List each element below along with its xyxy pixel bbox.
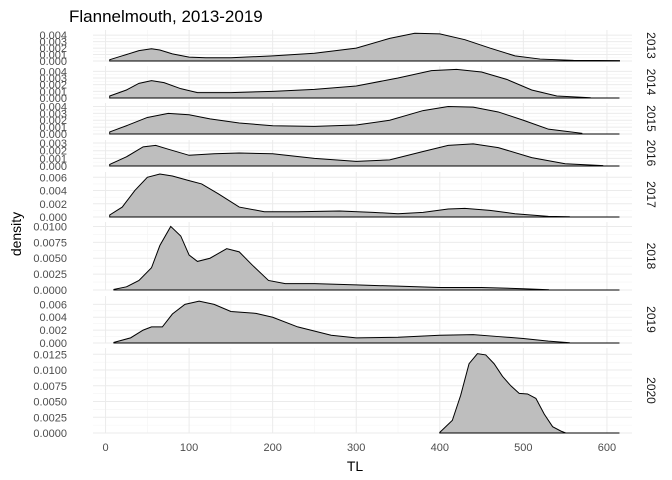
facet-panel-2020: 0.0000 0.0025 0.0050 0.0075 0.0100 0.0125 2020 (33, 348, 658, 440)
y-tick-label: 0.000 (39, 212, 67, 224)
y-tick-label: 0.000 (39, 129, 67, 141)
y-tick-label: 0.004 (39, 30, 67, 42)
density-area-2014 (109, 68, 591, 99)
y-tick-label: 0.001 (39, 122, 67, 134)
y-tick-label: 0.002 (39, 43, 67, 55)
y-tick-label: 0.003 (39, 138, 67, 150)
y-tick-label: 0.003 (39, 37, 67, 49)
y-tick-label: 0.0050 (33, 397, 67, 409)
y-tick-label: 0.0075 (33, 237, 67, 249)
x-axis-ticks: 0 100 200 300 400 500 600 (102, 442, 616, 454)
y-tick-label: 0.001 (39, 50, 67, 62)
y-tick-label: 0.004 (39, 186, 67, 198)
facet-strip-label: 2013 (644, 32, 658, 59)
facet-strip-label: 2020 (644, 377, 658, 404)
y-tick-label: 0.002 (39, 199, 67, 211)
facet-strip-label: 2018 (644, 243, 658, 270)
y-tick-label: 0.0025 (33, 269, 67, 281)
chart-title: Flannelmouth, 2013-2019 (69, 7, 263, 26)
x-tick-label: 200 (263, 442, 281, 454)
y-tick-label: 0.0125 (33, 349, 67, 361)
y-tick-label: 0.004 (39, 312, 67, 324)
density-area-2020 (439, 353, 566, 434)
y-tick-label: 0.004 (39, 101, 67, 113)
y-tick-label: 0.000 (39, 56, 67, 68)
x-tick-label: 500 (514, 442, 532, 454)
y-tick-label: 0.001 (39, 86, 67, 98)
density-area-2016 (109, 143, 604, 167)
y-tick-label: 0.0025 (33, 412, 67, 424)
y-tick-label: 0.006 (39, 172, 67, 184)
y-tick-label: 0.006 (39, 299, 67, 311)
x-tick-label: 100 (180, 442, 198, 454)
facet-panel-2018: 0.0000 0.0025 0.0050 0.0075 0.0100 2018 (33, 221, 657, 297)
y-tick-label: 0.000 (39, 93, 67, 105)
facet-strip-label: 2016 (644, 140, 658, 167)
y-tick-label: 0.004 (39, 66, 67, 78)
y-tick-label: 0.002 (39, 80, 67, 92)
density-area-2013 (109, 32, 620, 62)
y-tick-label: 0.0100 (33, 365, 67, 377)
facet-strip-label: 2015 (644, 105, 658, 132)
y-tick-label: 0.000 (39, 338, 67, 350)
x-tick-label: 0 (102, 442, 108, 454)
x-tick-label: 300 (347, 442, 365, 454)
density-area-2019 (113, 300, 570, 344)
y-tick-label: 0.001 (39, 153, 67, 165)
y-tick-label: 0.0100 (33, 221, 67, 233)
facet-strip-label: 2014 (644, 69, 658, 96)
x-axis-title: TL (347, 458, 364, 474)
density-area-2015 (109, 105, 583, 135)
y-tick-label: 0.002 (39, 146, 67, 158)
facet-strip-label: 2019 (644, 306, 658, 333)
x-tick-label: 400 (431, 442, 449, 454)
y-tick-label: 0.0075 (33, 381, 67, 393)
facet-strip-label: 2017 (644, 181, 658, 208)
density-area-2017 (109, 173, 570, 218)
y-tick-label: 0.003 (39, 73, 67, 85)
y-tick-label: 0.003 (39, 108, 67, 120)
x-tick-label: 600 (598, 442, 616, 454)
y-axis-title: density (8, 212, 24, 256)
y-tick-label: 0.002 (39, 115, 67, 127)
density-area-2018 (113, 225, 549, 291)
y-tick-label: 0.002 (39, 325, 67, 337)
y-tick-label: 0.0050 (33, 253, 67, 265)
y-tick-label: 0.0000 (33, 285, 67, 297)
y-tick-label: 0.000 (39, 161, 67, 173)
y-tick-label: 0.0000 (33, 428, 67, 440)
